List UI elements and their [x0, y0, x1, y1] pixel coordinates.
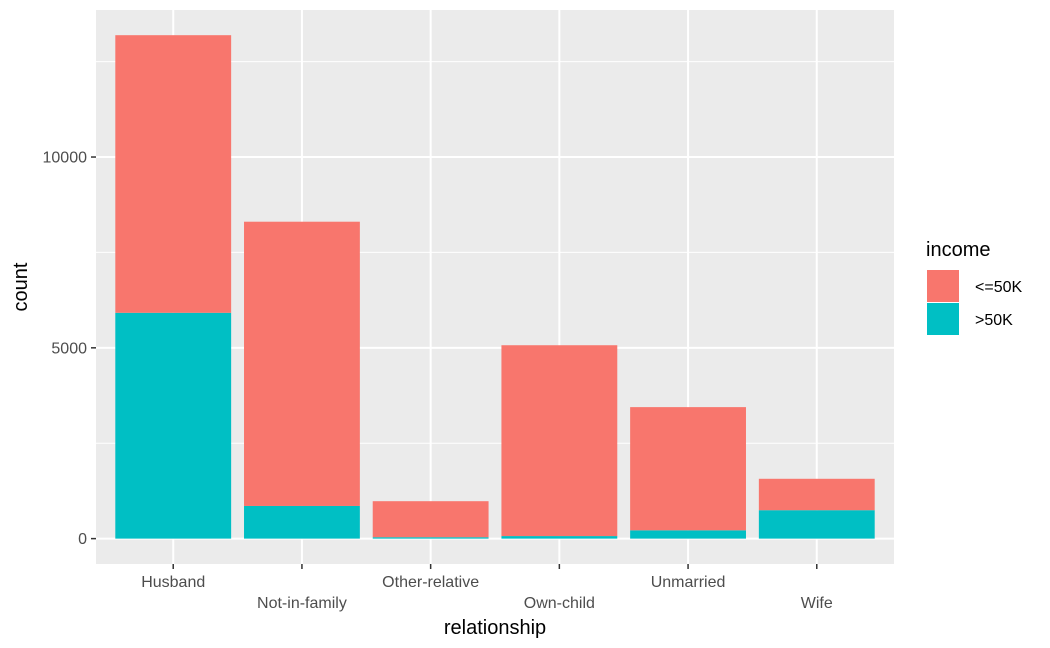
- legend-key: [927, 270, 959, 302]
- bar-not-in-family-le50k: [244, 221, 360, 506]
- bar-own-child-le50k: [501, 345, 618, 537]
- bar-other-relative-gt50k: [372, 537, 489, 539]
- bars: [115, 35, 875, 539]
- x-axis-title: relationship: [444, 617, 546, 639]
- legend-key: [927, 303, 959, 335]
- x-tick-label: Husband: [141, 574, 205, 591]
- bar-other-relative-le50k: [372, 501, 489, 538]
- legend: income <=50K >50K: [926, 239, 1022, 335]
- x-tick-label: Own-child: [524, 595, 595, 612]
- x-tick-label: Unmarried: [651, 574, 726, 591]
- y-tick-label: 0: [78, 531, 87, 548]
- bar-husband-gt50k: [115, 312, 232, 539]
- x-tick-label: Not-in-family: [257, 595, 347, 612]
- y-axis: 0 5000 10000: [43, 150, 96, 548]
- y-axis-title: count: [10, 262, 32, 311]
- bar-wife-gt50k: [758, 510, 875, 539]
- y-tick-label: 5000: [51, 340, 87, 357]
- legend-items: <=50K >50K: [927, 270, 1022, 335]
- bar-not-in-family-gt50k: [244, 505, 360, 539]
- bar-unmarried-gt50k: [630, 530, 746, 539]
- bar-wife-le50k: [758, 478, 875, 511]
- legend-title: income: [926, 239, 990, 261]
- bar-unmarried-le50k: [630, 407, 746, 531]
- legend-label: <=50K: [975, 279, 1022, 296]
- legend-label: >50K: [975, 312, 1013, 329]
- x-tick-label: Other-relative: [382, 574, 479, 591]
- x-axis: Husband Not-in-family Other-relative Own-ch…: [141, 564, 833, 612]
- x-tick-label: Wife: [801, 595, 833, 612]
- bar-husband-le50k: [115, 35, 232, 313]
- y-tick-label: 10000: [43, 150, 88, 167]
- bar-own-child-gt50k: [501, 536, 618, 539]
